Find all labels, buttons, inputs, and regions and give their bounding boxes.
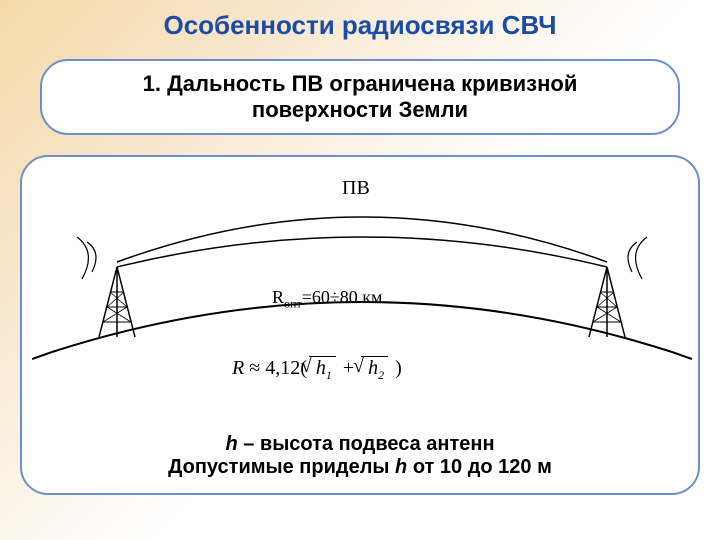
range-label: Rопт=60÷80 км	[272, 287, 382, 312]
diagram-box: ПВ Rопт=60÷80 км R ≈ 4,12( h1√ + h2√ ) h…	[20, 155, 700, 495]
formula-R: R	[232, 357, 244, 379]
wave-arc-top	[117, 217, 607, 262]
subtitle-box: 1. Дальность ПВ ограничена кривизной пов…	[40, 59, 680, 135]
right-tower	[589, 267, 625, 337]
page-title: Особенности радиосвязи СВЧ	[0, 0, 720, 41]
caption-line2-rest: от 10 до 120 м	[407, 456, 552, 478]
earth-arc-right-ext	[672, 352, 692, 359]
caption-line1-rest: – высота подвеса антенн	[238, 433, 495, 455]
pv-label: ПВ	[342, 177, 370, 200]
caption-h2: h	[395, 456, 407, 478]
caption-line2-prefix: Допустимые приделы	[168, 456, 395, 478]
caption-line1: h – высота подвеса антенн	[22, 433, 698, 456]
formula-label: R ≈ 4,12( h1√ + h2√ )	[232, 357, 402, 383]
right-emit-arc2	[636, 237, 647, 279]
caption-line2: Допустимые приделы h от 10 до 120 м	[22, 456, 698, 479]
earth-arc-left-ext	[32, 352, 52, 359]
left-tower	[99, 267, 135, 337]
subtitle-line2: поверхности Земли	[62, 97, 658, 123]
diagram-caption: h – высота подвеса антенн Допустимые при…	[22, 433, 698, 479]
wave-arc-bottom	[117, 237, 607, 267]
subtitle-line1: 1. Дальность ПВ ограничена кривизной	[62, 71, 658, 97]
caption-h1: h	[225, 433, 237, 455]
left-emit-arc2	[77, 237, 88, 279]
